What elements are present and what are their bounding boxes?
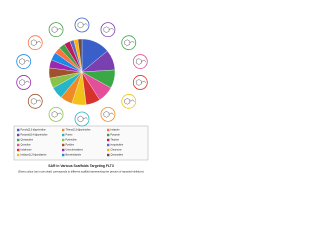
legend-swatch: [62, 143, 65, 147]
legend-swatch: [107, 148, 110, 152]
legend-label: Pyrimidine: [66, 139, 78, 142]
structure-ring: [74, 111, 90, 127]
structure-ring: [121, 93, 137, 109]
legend-swatch: [107, 128, 110, 132]
structure-bond: [57, 112, 62, 115]
legend-swatch: [62, 153, 65, 157]
legend-label: Pyrazolo[3,4-d]pyrimidine: [21, 134, 49, 137]
legend-swatch: [107, 138, 110, 142]
structure-icon: [30, 98, 37, 105]
structure-icon: [30, 39, 37, 46]
legend-swatch: [107, 153, 110, 157]
structure-icon: [103, 26, 110, 33]
structure-icon: [124, 98, 131, 105]
legend-label: Triazine: [111, 139, 120, 142]
legend-label: Indolinone: [21, 149, 33, 152]
legend-label: Benzimidazole: [66, 154, 82, 157]
legend-label: Imidazo[1,2-b]pyridazine: [21, 154, 48, 157]
legend-box: [13, 125, 149, 161]
structure-bond: [141, 59, 147, 63]
chart-subtitle: (Every colour (as in pie chart) correspo…: [18, 170, 144, 174]
structure-icon: [19, 79, 25, 86]
legend-label: Isoquinoline: [111, 144, 124, 147]
structure-bond: [129, 40, 135, 44]
legend-label: Quinoxaline: [111, 154, 124, 157]
structure-ring: [132, 75, 148, 90]
structure-icon: [77, 21, 84, 29]
structure-ring: [27, 35, 43, 51]
legend-swatch: [62, 148, 65, 152]
chart-title: SAR in Various Scaffolds Targeting FLT3: [48, 164, 114, 168]
structure-bond: [57, 27, 62, 31]
structure-bond: [108, 112, 114, 115]
structure-ring: [16, 75, 32, 90]
legend-label: Chromone: [111, 149, 123, 152]
structure-ring: [27, 93, 43, 109]
legend-swatch: [62, 128, 65, 132]
legend-swatch: [17, 153, 20, 157]
structure-icon: [103, 111, 110, 118]
legend-label: Urea derivatives: [66, 149, 84, 152]
legend-label: Pyrrolo[2,3-d]pyrimidine: [21, 129, 47, 132]
legend-swatch: [17, 128, 20, 132]
structure-bond: [83, 23, 88, 26]
structure-icon: [19, 58, 25, 65]
structure-ring: [121, 35, 137, 51]
structure-bond: [129, 99, 135, 102]
structure-ring: [132, 54, 148, 69]
legend-label: Quinoline: [21, 144, 32, 147]
structure-icon: [124, 39, 131, 46]
structure-ring: [48, 106, 64, 122]
legend-swatch: [62, 133, 65, 137]
structure-bond: [36, 99, 42, 102]
structure-icon: [77, 115, 84, 123]
structure-bond: [24, 59, 30, 63]
structure-ring: [100, 106, 116, 122]
legend-label: Indazole: [111, 129, 121, 132]
structure-bond: [141, 80, 147, 84]
legend-swatch: [107, 143, 110, 147]
legend-label: Pyrazole: [111, 134, 121, 137]
structure-bond: [36, 40, 42, 44]
legend-label: Quinazoline: [21, 139, 34, 142]
structure-ring: [100, 22, 116, 38]
legend-swatch: [107, 133, 110, 137]
legend-swatch: [17, 143, 20, 147]
legend-swatch: [17, 148, 20, 152]
structure-ring: [74, 17, 90, 33]
chart: SAR in Various Scaffolds Targeting FLT3 …: [0, 0, 162, 189]
structure-ring: [48, 22, 64, 38]
structure-icon: [51, 26, 58, 33]
structure-icon: [51, 111, 58, 118]
legend-label: Pyridine: [66, 144, 75, 147]
legend-swatch: [62, 138, 65, 142]
legend-label: Purine: [66, 134, 74, 137]
legend-label: Thieno[2,3-d]pyrimidine: [66, 129, 92, 132]
pie-slice: [77, 38, 83, 73]
structure-ring: [16, 54, 32, 69]
structure-icon: [136, 79, 142, 86]
structure-icon: [136, 58, 142, 65]
structure-bond: [108, 27, 114, 31]
legend-swatch: [17, 138, 20, 142]
structure-bond: [24, 80, 30, 84]
structure-bond: [83, 117, 88, 120]
legend-swatch: [17, 133, 20, 137]
